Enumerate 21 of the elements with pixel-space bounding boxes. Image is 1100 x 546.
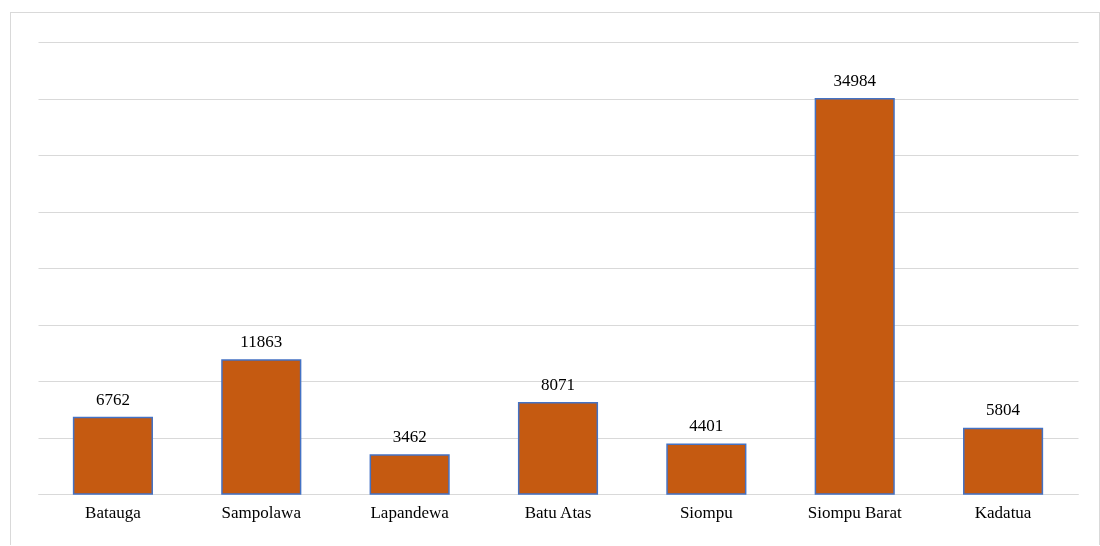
data-label: 3462: [392, 426, 427, 446]
data-label: 4401: [689, 416, 724, 436]
x-tick-label: Kadatua: [974, 502, 1032, 522]
x-tick-label: Lapandewa: [370, 502, 450, 522]
data-label: 8071: [541, 374, 575, 394]
data-label: 5804: [986, 400, 1021, 420]
data-label: 6762: [95, 389, 130, 409]
bar: [369, 454, 450, 495]
bar: [517, 402, 599, 495]
x-tick-label: Siompu: [679, 502, 734, 522]
x-tick-label: Siompu Barat: [807, 502, 902, 522]
x-tick-label: Batauga: [85, 502, 142, 522]
bar: [221, 359, 302, 495]
bar: [963, 427, 1044, 495]
x-tick-label: Sampolawa: [221, 502, 302, 522]
bar: [72, 416, 153, 495]
data-label: 34984: [833, 70, 877, 90]
bar: [666, 443, 747, 495]
x-tick-label: Batu Atas: [524, 502, 592, 522]
data-label: 11863: [240, 331, 283, 351]
bar: [814, 97, 895, 495]
